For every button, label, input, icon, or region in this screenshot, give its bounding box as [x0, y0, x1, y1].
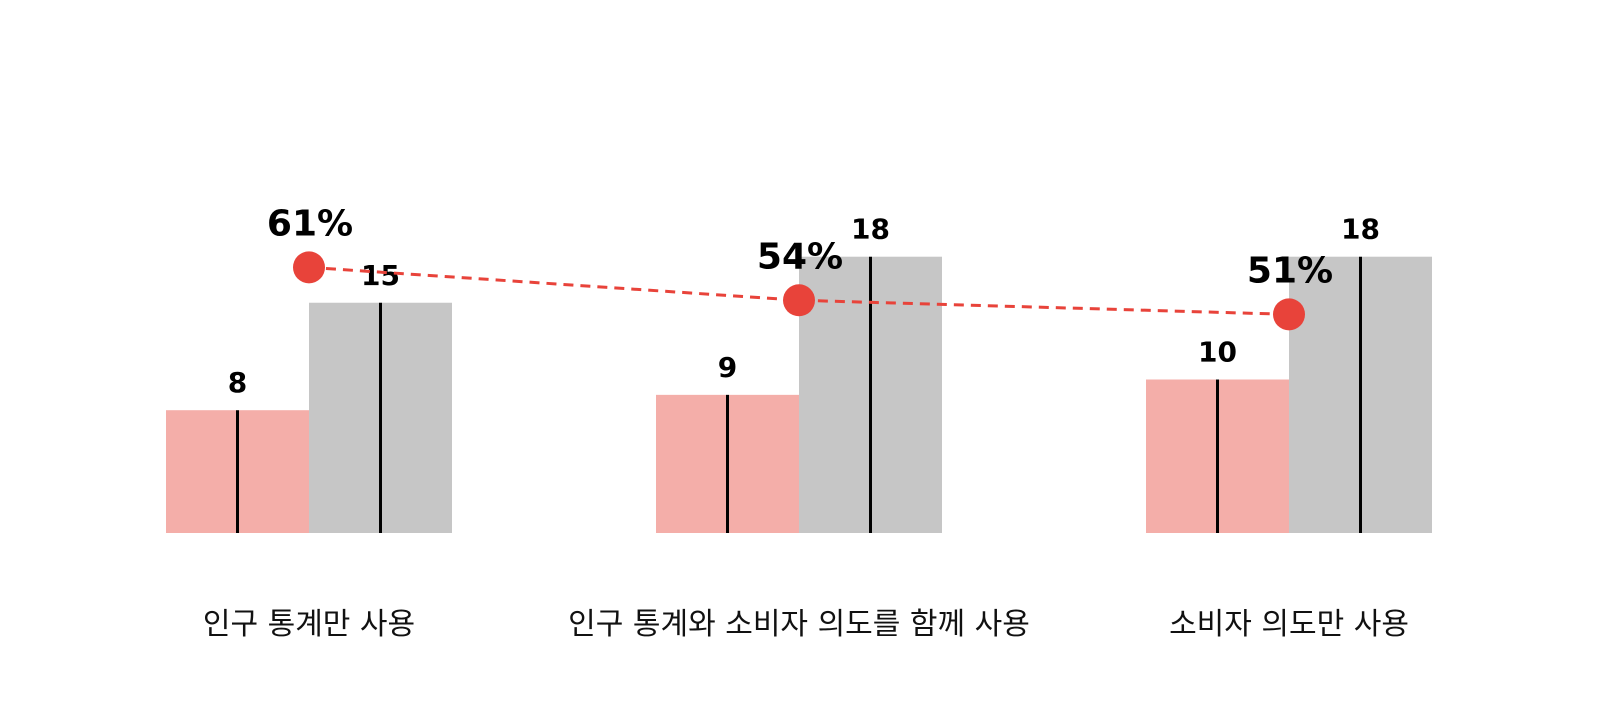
percent-trend-line — [308, 265, 1290, 316]
category-labels: 인구 통계만 사용 인구 통계와 소비자 의도를 함께 사용 소비자 의도만 사용 — [203, 607, 1409, 642]
bar-value-label: 10 — [1198, 336, 1237, 369]
percent-marker — [1273, 298, 1305, 331]
category-label: 인구 통계만 사용 — [203, 607, 415, 642]
bar-value-label: 18 — [1341, 213, 1380, 246]
category-label: 소비자 의도만 사용 — [1169, 607, 1409, 642]
bar-value-label: 15 — [361, 259, 400, 292]
line-layer: 61% 54% 51% — [267, 203, 1333, 331]
percent-marker — [293, 251, 325, 284]
percent-label: 51% — [1247, 250, 1333, 291]
percent-marker — [783, 284, 815, 317]
bar-value-label: 9 — [718, 351, 737, 384]
category-label: 인구 통계와 소비자 의도를 함께 사용 — [568, 607, 1030, 642]
bar-value-label: 18 — [851, 213, 890, 246]
bar-value-label: 8 — [228, 366, 247, 399]
bar-value-labels: 8 15 9 18 10 18 — [228, 213, 1380, 400]
bars-layer — [166, 256, 1432, 533]
percent-label: 54% — [757, 236, 843, 277]
percent-label: 61% — [267, 203, 353, 244]
